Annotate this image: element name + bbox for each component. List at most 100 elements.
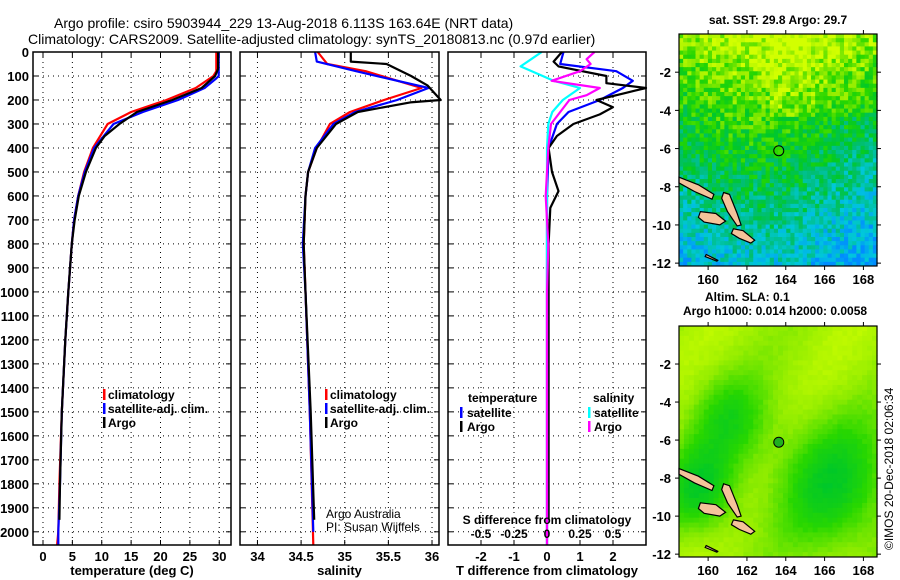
map-cell [687, 220, 692, 226]
map-cell [749, 253, 754, 259]
map-cell [773, 108, 779, 114]
map-cell [802, 517, 809, 524]
map-cell [745, 195, 750, 201]
map-cell [848, 145, 853, 151]
map-cell [679, 112, 684, 118]
map-cell [819, 249, 824, 255]
map-cell [848, 174, 853, 180]
map-cell [693, 345, 700, 352]
map-cell [819, 116, 824, 122]
map-cell [763, 552, 769, 557]
map-cell [738, 384, 744, 391]
map-cell [848, 158, 853, 164]
map-cell [693, 527, 700, 534]
map-cell [683, 71, 688, 77]
map-cell [748, 360, 754, 366]
map-cell [832, 340, 838, 347]
map-cell [872, 458, 878, 465]
map-cell [823, 71, 829, 77]
map-cell [790, 50, 796, 56]
map-cell [811, 212, 816, 217]
map-cell [815, 63, 820, 68]
map-cell [691, 137, 697, 143]
map-cell [817, 493, 824, 499]
map-cell [720, 67, 725, 72]
map-cell [749, 199, 754, 205]
map-cell [679, 370, 685, 376]
map-cell [736, 253, 742, 259]
map-cell [778, 133, 783, 139]
map-cell [817, 370, 824, 376]
map-cell [831, 54, 837, 60]
map-cell [848, 58, 853, 64]
map-cell [786, 50, 791, 56]
map-cell [852, 92, 857, 97]
map-cell [868, 216, 874, 222]
map-cell [758, 419, 764, 425]
map-cell [831, 232, 837, 238]
map-cell [761, 220, 767, 226]
map-cell [753, 473, 759, 479]
map-cell [790, 154, 796, 159]
map-cell [831, 261, 837, 266]
map-cell [787, 448, 794, 455]
map-cell [716, 96, 721, 101]
map-cell [847, 399, 853, 406]
map-cell [817, 335, 824, 342]
map-cell [695, 162, 701, 168]
map-cell [713, 350, 720, 357]
map-cell [872, 498, 878, 504]
island-landmass [697, 502, 727, 517]
legend-label: satellite [467, 406, 512, 420]
map-cell [773, 129, 779, 135]
map-cell [848, 42, 853, 48]
map-cell [844, 257, 849, 263]
map-cell [844, 46, 849, 52]
map-cell [708, 493, 715, 499]
map-cell [703, 404, 710, 411]
map-cell [720, 108, 725, 114]
map-cell [802, 179, 808, 184]
map-cell [837, 458, 843, 465]
map-cell [817, 498, 824, 504]
map-cell [798, 34, 804, 39]
map-cell [695, 116, 701, 122]
map-cell [778, 34, 783, 39]
map-cell [723, 468, 730, 475]
map-cell [794, 34, 800, 39]
s-tick-label: 0.5 [605, 527, 622, 541]
y-tick-label: 0 [22, 45, 29, 60]
y-tick-label: -12 [652, 547, 671, 562]
map-cell [817, 330, 824, 337]
map-cell [748, 335, 754, 342]
map-cell [757, 212, 763, 217]
map-cell [790, 237, 796, 242]
map-cell [782, 249, 787, 255]
map-cell [848, 224, 853, 230]
map-cell [815, 191, 820, 197]
map-cell [740, 129, 746, 135]
map-cell [831, 46, 837, 52]
map-cell [860, 121, 866, 126]
map-cell [683, 257, 688, 263]
map-cell [753, 174, 758, 180]
map-cell [758, 384, 764, 391]
map-cell [720, 92, 725, 97]
map-cell [683, 42, 688, 48]
map-cell [802, 150, 808, 155]
map-cell [864, 42, 870, 48]
map-cell [867, 547, 873, 553]
map-cell [688, 527, 695, 534]
map-cell [753, 54, 758, 60]
map-cell [736, 96, 742, 101]
map-cell [753, 365, 759, 371]
map-cell [743, 463, 749, 470]
map-cell [787, 453, 794, 460]
map-cell [708, 527, 715, 534]
map-cell [761, 261, 767, 266]
map-cell [872, 389, 878, 396]
map-cell [698, 547, 705, 553]
map-cell [773, 512, 779, 519]
map-cell [769, 92, 775, 97]
map-cell [761, 154, 767, 159]
